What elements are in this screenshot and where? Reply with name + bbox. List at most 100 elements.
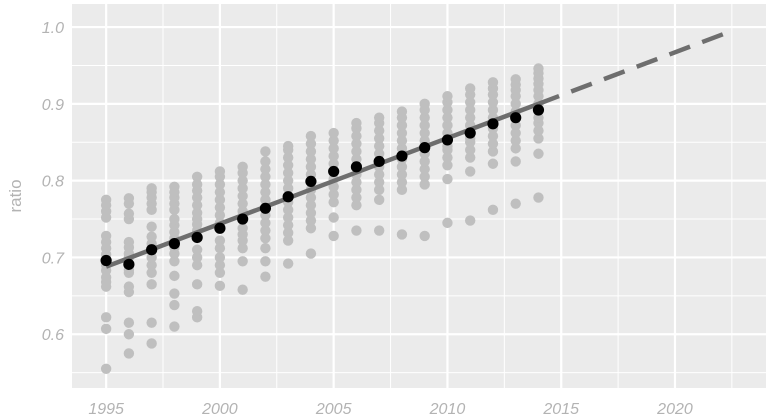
data-point [100, 363, 112, 374]
data-point [419, 120, 430, 131]
data-point [305, 200, 317, 211]
data-point [214, 210, 226, 221]
x-tick-label: 2000 [201, 401, 238, 418]
x-tick-label: 2010 [429, 401, 466, 418]
data-point [305, 153, 317, 165]
data-point [442, 152, 453, 163]
data-point [146, 259, 157, 271]
x-tick-label: 2015 [542, 401, 579, 418]
mean-point [191, 231, 203, 244]
data-point [305, 138, 317, 149]
mean-point [305, 175, 317, 188]
mean-point [441, 134, 454, 146]
data-point [510, 74, 521, 85]
data-point [328, 230, 339, 242]
data-point [100, 194, 112, 206]
data-point [282, 204, 294, 216]
data-point [260, 256, 271, 267]
data-point [328, 196, 339, 208]
x-tick-label: 2005 [315, 401, 352, 418]
data-point [214, 259, 226, 271]
data-point [419, 112, 430, 123]
mean-point [237, 213, 249, 225]
data-point [442, 112, 453, 123]
data-point [282, 140, 294, 152]
data-point [282, 235, 294, 246]
data-point [237, 243, 248, 254]
data-point [214, 280, 226, 292]
data-point [282, 219, 294, 231]
data-point [305, 207, 317, 219]
data-point [396, 135, 408, 146]
data-point [487, 97, 499, 108]
data-point [214, 194, 226, 206]
y-tick-label: 0.8 [42, 174, 64, 191]
data-point [305, 215, 317, 226]
data-point [442, 160, 453, 171]
data-point [260, 243, 271, 254]
data-point [282, 152, 294, 163]
data-point [260, 171, 271, 182]
data-point [100, 230, 112, 242]
data-point [510, 127, 521, 139]
data-point [396, 106, 408, 117]
data-point [487, 130, 499, 142]
data-point [282, 160, 294, 171]
data-point [464, 112, 476, 123]
data-point [214, 179, 226, 190]
data-point [442, 104, 453, 116]
data-point [305, 223, 317, 234]
data-point [191, 279, 203, 290]
data-point [123, 281, 135, 292]
data-point [214, 267, 226, 278]
data-point [328, 212, 339, 223]
data-point [214, 202, 226, 213]
data-point [169, 321, 180, 332]
data-point [146, 267, 157, 278]
mean-point [282, 191, 294, 203]
data-point [373, 225, 385, 236]
data-point [191, 252, 203, 263]
x-tick-label: 1995 [88, 401, 124, 418]
data-point [533, 192, 544, 203]
data-point [237, 198, 248, 209]
data-point [419, 171, 430, 182]
data-point [419, 163, 430, 175]
mean-point [123, 258, 135, 270]
data-point [282, 183, 294, 194]
mean-point [100, 254, 112, 267]
data-point [191, 200, 203, 211]
data-point [510, 143, 521, 154]
mean-point [214, 222, 226, 234]
data-point [396, 169, 408, 180]
mean-point [373, 155, 385, 168]
data-point [533, 125, 544, 136]
data-point [260, 194, 271, 206]
data-point [123, 193, 135, 204]
data-point [533, 112, 544, 123]
data-point [533, 148, 544, 159]
data-point [510, 156, 521, 167]
data-point [260, 225, 271, 236]
data-point [487, 158, 499, 169]
mean-point [487, 118, 499, 130]
data-point [282, 258, 294, 269]
data-point [169, 256, 180, 267]
data-point [487, 204, 499, 216]
data-point [419, 230, 430, 242]
data-point [373, 140, 385, 152]
data-point [123, 329, 135, 340]
data-point [328, 127, 339, 139]
data-point [419, 156, 430, 167]
data-point [191, 244, 203, 255]
data-point [282, 167, 294, 179]
data-point [442, 90, 453, 102]
data-point [464, 152, 476, 163]
data-point [328, 158, 339, 169]
data-point [100, 312, 112, 323]
data-point [260, 156, 271, 167]
data-point [373, 133, 385, 144]
data-point [373, 169, 385, 180]
x-tick-label: 2020 [656, 401, 693, 418]
tick-labels: 1995 2000 2005 2010 2015 2020 0.6 0.7 0.8 0.9 1.0 [42, 20, 693, 418]
